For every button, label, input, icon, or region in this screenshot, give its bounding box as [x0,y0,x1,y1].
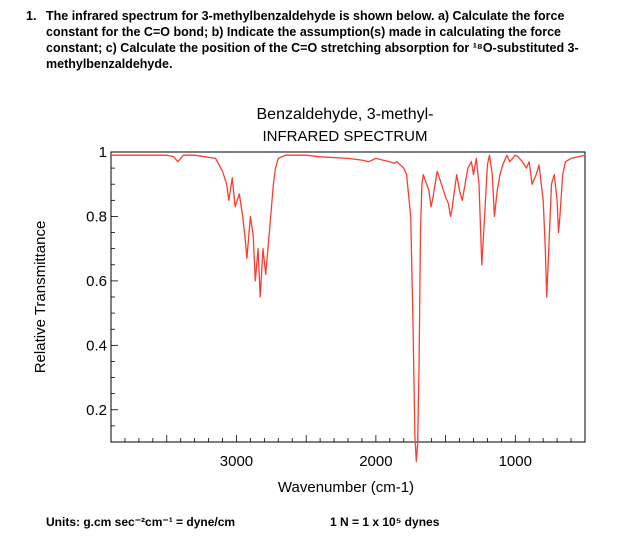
conversion-note: 1 N = 1 x 10⁵ dynes [330,515,440,529]
x-axis: 3000 2000 1000 [124,435,572,470]
x-tick-label: 1000 [499,453,532,470]
y-axis-label: Relative Transmittance [32,221,49,374]
chart-title: Benzaldehyde, 3-methyl- [257,106,434,123]
y-tick-label: 1 [99,144,107,161]
y-tick-label: 0.8 [86,208,107,225]
x-axis-label: Wavenumber (cm-1) [278,479,414,496]
y-tick-label: 0.6 [86,273,107,290]
plot-frame [110,151,586,443]
question-number: 1. [26,9,37,23]
y-tick-label: 0.2 [86,402,107,419]
spectrum-line [111,154,586,462]
x-tick-label: 3000 [220,453,253,470]
chart-subtitle: INFRARED SPECTRUM [262,128,427,145]
y-axis: 1 0.8 0.6 0.4 0.2 [86,144,118,427]
question-body: The infrared spectrum for 3-methylbenzal… [46,9,579,71]
y-tick-label: 0.4 [86,337,107,354]
units-note: Units: g.cm sec⁻²cm⁻¹ = dyne/cm [46,515,236,529]
x-tick-label: 2000 [359,453,392,470]
